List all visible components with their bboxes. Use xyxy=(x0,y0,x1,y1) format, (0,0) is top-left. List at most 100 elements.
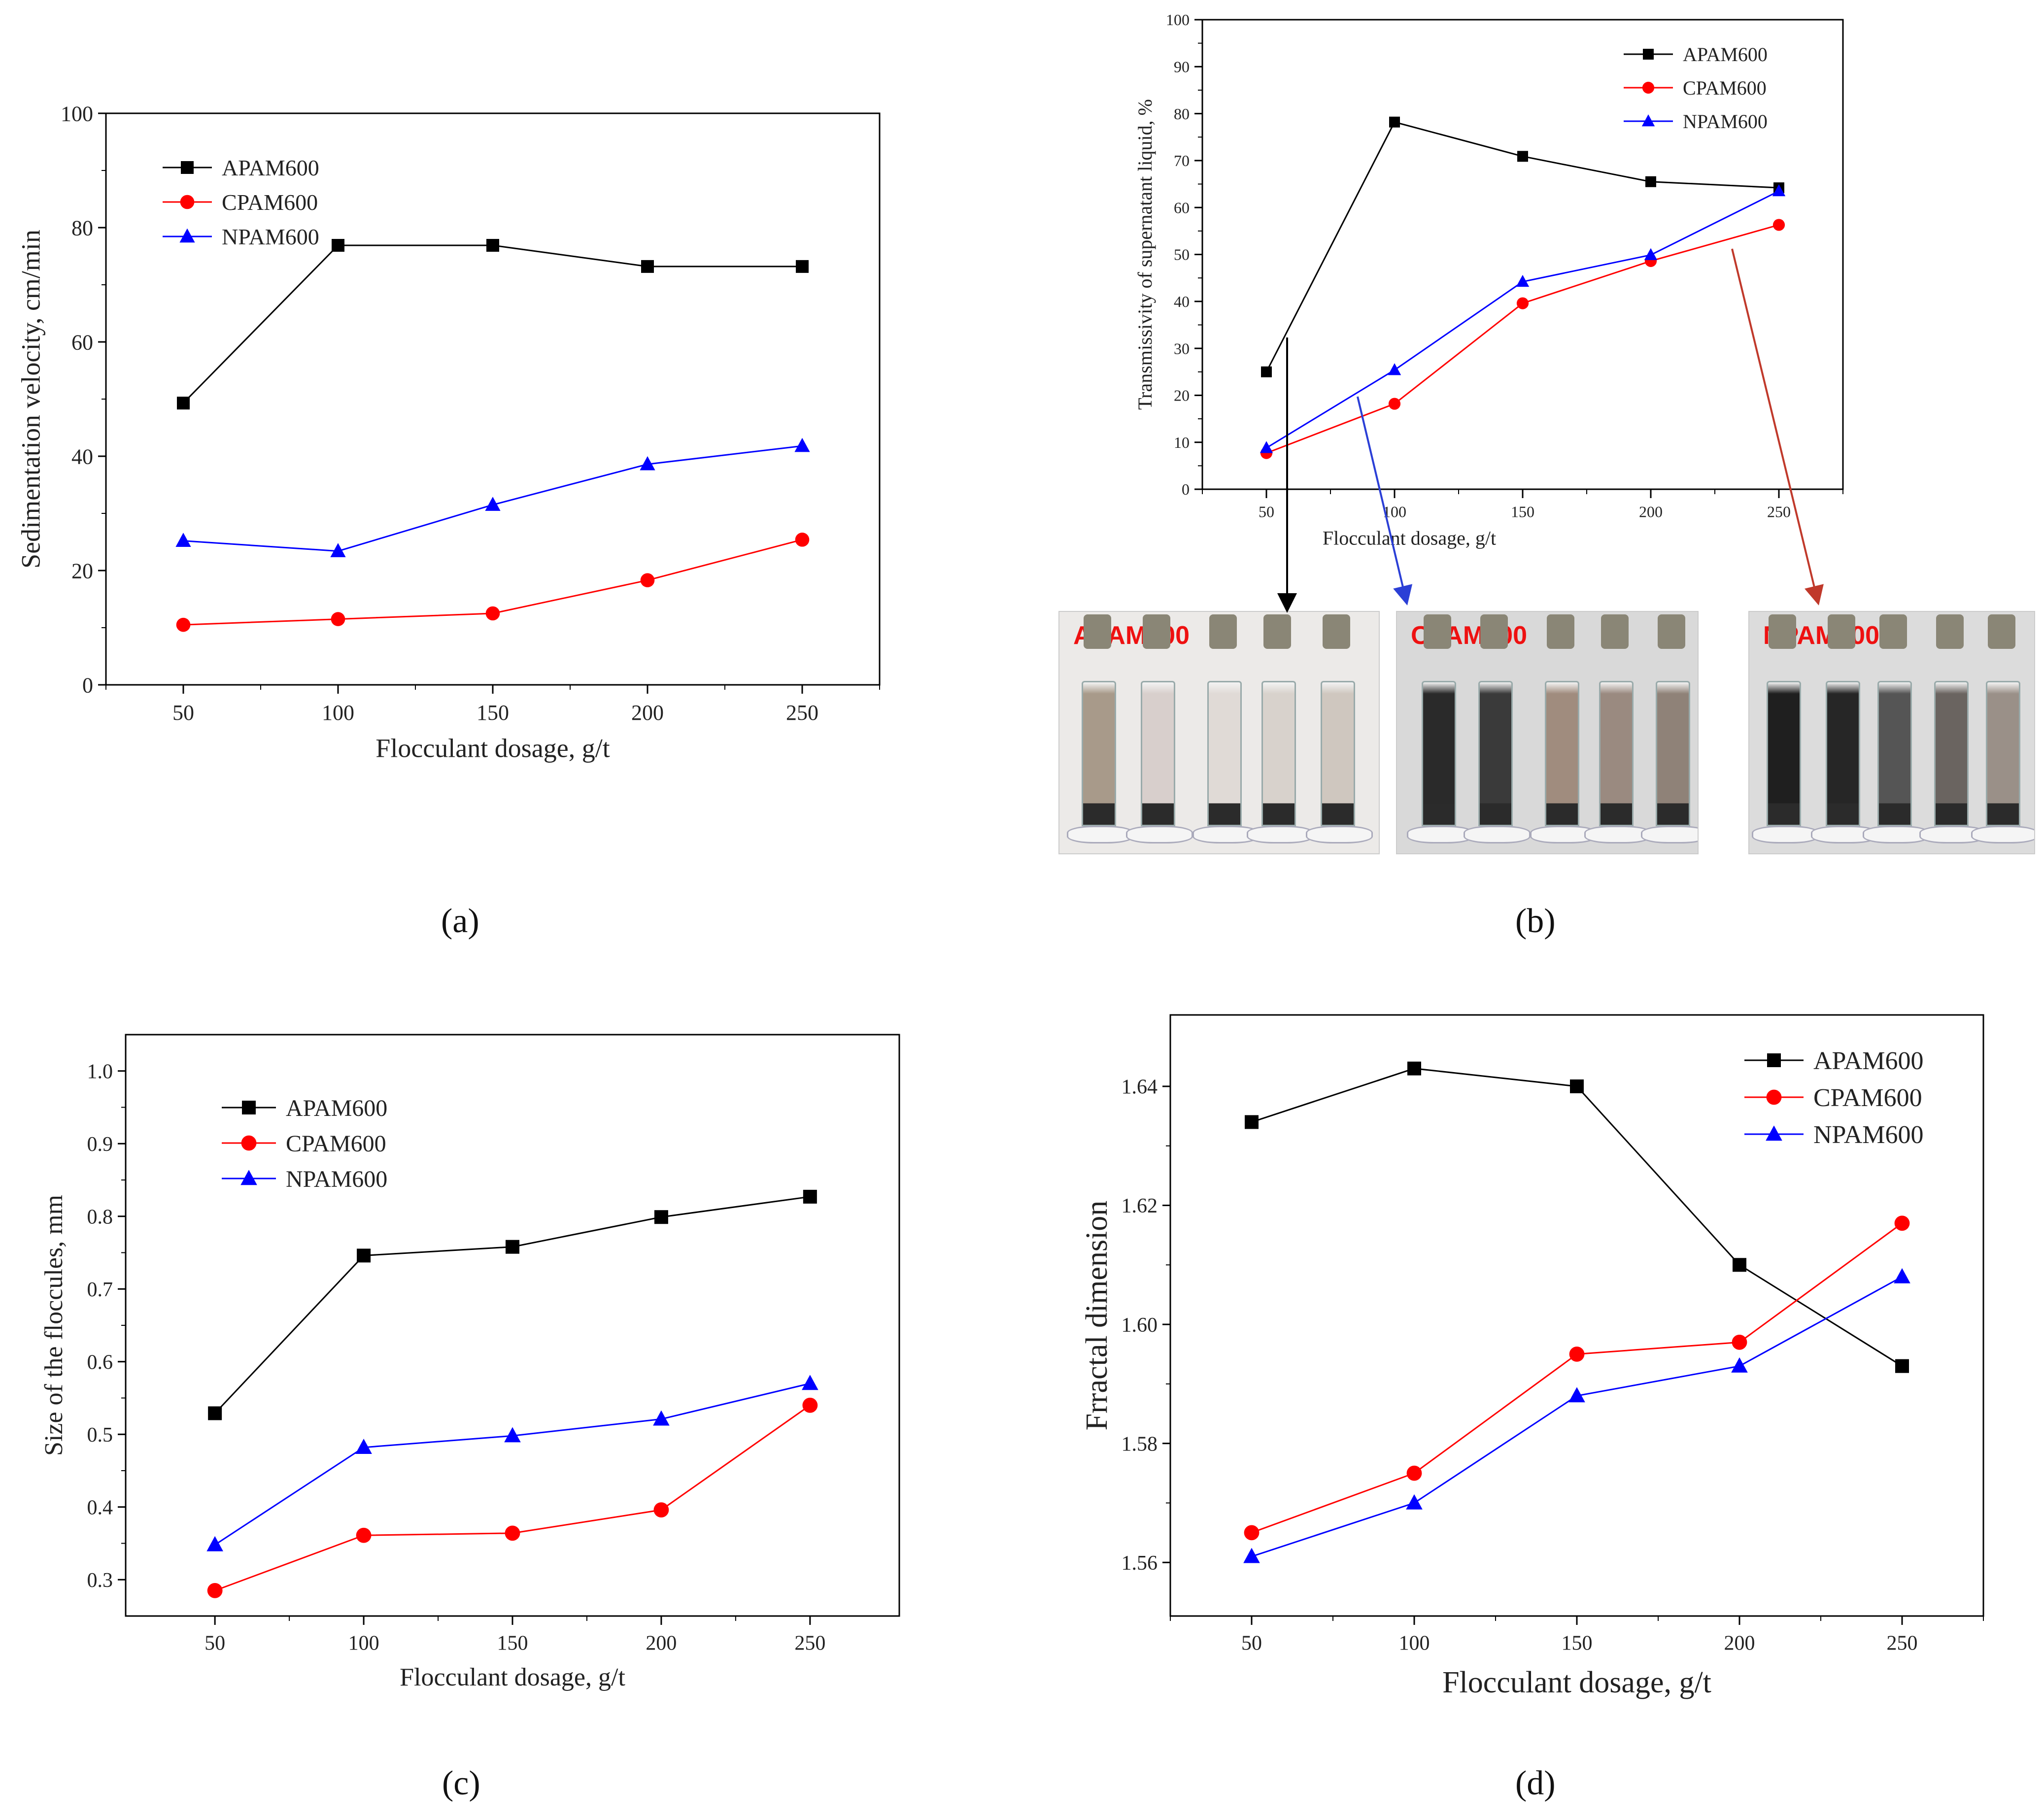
graduated-cylinder xyxy=(1082,681,1116,826)
y-tick-label: 1.62 xyxy=(1122,1195,1158,1217)
x-axis: 50 100 150 200 250 xyxy=(1170,1616,1984,1654)
y-tick-label: 100 xyxy=(61,101,93,126)
series-apam600 xyxy=(177,238,809,410)
x-tick-label: 200 xyxy=(1639,503,1663,520)
point-apam600 xyxy=(641,260,654,273)
point-cpam600 xyxy=(176,617,191,632)
photo-npam600: NPAM600 xyxy=(1748,611,2035,854)
point-apam600 xyxy=(177,397,190,410)
y-tick-label: 10 xyxy=(1174,434,1190,451)
legend-marker xyxy=(1767,1053,1781,1067)
x-tick-label: 100 xyxy=(348,1632,379,1654)
point-npam600 xyxy=(175,533,191,547)
point-cpam600 xyxy=(653,1502,669,1518)
panel-label-b: (b) xyxy=(1515,902,1556,940)
series-npam600 xyxy=(1260,184,1786,453)
cylinder-stopper xyxy=(1084,614,1111,649)
point-apam600 xyxy=(332,238,344,252)
point-npam600 xyxy=(802,1375,818,1390)
point-apam600 xyxy=(208,1406,222,1420)
cylinder-stopper xyxy=(1209,614,1237,649)
point-npam600 xyxy=(1568,1387,1585,1403)
cylinder-base xyxy=(1247,826,1314,843)
photo-apam600: APAM600 xyxy=(1058,611,1380,854)
legend-label: NPAM600 xyxy=(1813,1121,1924,1149)
legend-npam600: NPAM600 xyxy=(1744,1121,1924,1149)
cylinder-stopper xyxy=(1601,614,1629,649)
point-cpam600 xyxy=(1406,1465,1422,1481)
y-tick-label: 0.9 xyxy=(87,1133,113,1156)
x-axis: 50 100 150 200 250 xyxy=(1202,489,1843,520)
point-cpam600 xyxy=(1244,1525,1260,1541)
x-tick-label: 100 xyxy=(322,701,354,725)
y-tick-label: 40 xyxy=(71,444,93,469)
point-cpam600 xyxy=(1894,1215,1910,1231)
cylinder-base xyxy=(1641,826,1698,843)
point-npam600 xyxy=(1243,1548,1260,1563)
x-tick-label: 150 xyxy=(497,1632,528,1654)
y-axis: 0 20 40 60 80 100 xyxy=(61,101,106,697)
point-apam600 xyxy=(1517,151,1528,162)
y-tick-label: 0 xyxy=(1182,480,1190,498)
y-tick-label: 1.56 xyxy=(1122,1552,1158,1575)
point-apam600 xyxy=(1407,1061,1421,1076)
legend-marker xyxy=(1641,114,1655,127)
legend-marker xyxy=(1766,1125,1782,1141)
point-apam600 xyxy=(803,1189,817,1204)
cylinder-base xyxy=(1752,826,1819,843)
point-apam600 xyxy=(1389,116,1400,128)
graduated-cylinder xyxy=(1656,681,1690,826)
x-tick-label: 150 xyxy=(477,701,509,725)
point-npam600 xyxy=(1731,1357,1748,1373)
point-apam600 xyxy=(1261,366,1272,377)
graduated-cylinder xyxy=(1261,681,1296,826)
legend-label: APAM600 xyxy=(222,155,319,180)
legend-npam600: NPAM600 xyxy=(222,1166,387,1192)
cylinder-stopper xyxy=(1480,614,1508,649)
x-axis-label: Flocculant dosage, g/t xyxy=(375,733,610,763)
legend-marker xyxy=(1642,81,1655,94)
y-axis: 0.3 0.4 0.5 0.6 0.7 0.8 0.9 1.0 xyxy=(87,1060,126,1592)
graduated-cylinder xyxy=(1767,681,1801,826)
point-cpam600 xyxy=(485,606,500,621)
x-tick-label: 50 xyxy=(1241,1632,1262,1654)
series-cpam600 xyxy=(1244,1215,1910,1541)
x-tick-label: 100 xyxy=(1399,1632,1430,1654)
y-tick-label: 60 xyxy=(1174,199,1190,216)
legend-label: CPAM600 xyxy=(222,190,318,215)
point-npam600 xyxy=(1406,1494,1423,1510)
x-tick-label: 50 xyxy=(1259,503,1274,520)
legend-label: CPAM600 xyxy=(1813,1084,1922,1112)
point-cpam600 xyxy=(356,1527,372,1543)
point-apam600 xyxy=(1245,1115,1259,1129)
legend-label: CPAM600 xyxy=(1683,77,1767,99)
y-axis-label: Transmissivity of supernatant liquid, % xyxy=(1134,99,1156,410)
graduated-cylinder xyxy=(1141,681,1175,826)
graduated-cylinder xyxy=(1321,681,1355,826)
legend-marker xyxy=(181,161,194,174)
x-tick-label: 250 xyxy=(786,701,818,725)
x-axis: 50 100 150 200 250 xyxy=(105,685,880,725)
graduated-cylinder xyxy=(1545,681,1579,826)
point-npam600 xyxy=(1772,184,1786,197)
series-npam600 xyxy=(206,1375,818,1551)
legend-cpam600: CPAM600 xyxy=(1624,77,1767,99)
point-apam600 xyxy=(486,238,499,252)
point-cpam600 xyxy=(1569,1347,1585,1362)
chart-c: 50 100 150 200 250 0.3 0.4 0.5 0.6 0.7 0.8 0.9 1.0 Fl… xyxy=(40,1034,900,1691)
y-axis-label: Size of the floccules, mm xyxy=(40,1195,68,1456)
legend-label: APAM600 xyxy=(286,1095,387,1121)
series-cpam600 xyxy=(207,1397,818,1598)
point-npam600 xyxy=(330,543,346,557)
y-axis-label: Sedimentation velocity, cm/min xyxy=(16,230,46,569)
panel-label-d: (d) xyxy=(1515,1764,1556,1802)
arrow-npam600 xyxy=(1731,248,1824,606)
y-tick-label: 0 xyxy=(82,673,93,697)
arrow-cpam600 xyxy=(1357,396,1413,606)
chart-b: 50 100 150 200 2500102030405060708090100Floc… xyxy=(1134,11,1844,549)
x-tick-label: 250 xyxy=(1887,1632,1918,1654)
y-tick-label: 100 xyxy=(1166,11,1190,29)
cylinder-stopper xyxy=(1879,614,1907,649)
